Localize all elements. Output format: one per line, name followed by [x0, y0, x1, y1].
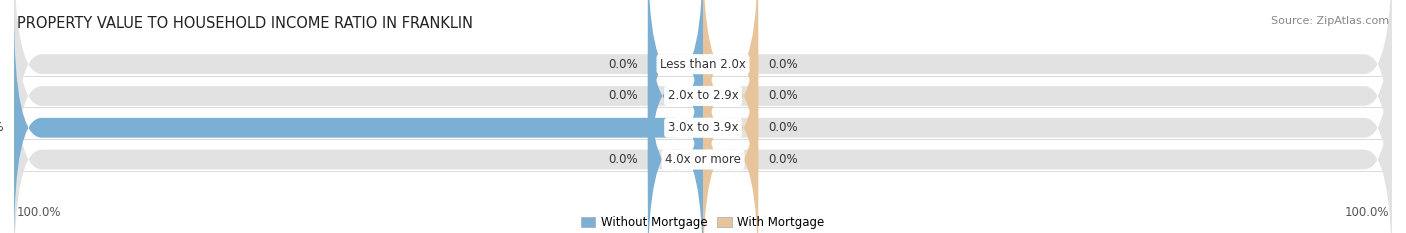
FancyBboxPatch shape: [14, 0, 1392, 213]
FancyBboxPatch shape: [14, 42, 1392, 233]
Text: 2.0x to 2.9x: 2.0x to 2.9x: [668, 89, 738, 103]
Text: 100.0%: 100.0%: [0, 121, 4, 134]
Text: 100.0%: 100.0%: [1344, 206, 1389, 219]
FancyBboxPatch shape: [14, 0, 1392, 182]
FancyBboxPatch shape: [14, 10, 1392, 233]
Text: 0.0%: 0.0%: [607, 89, 637, 103]
FancyBboxPatch shape: [648, 0, 703, 182]
Text: 3.0x to 3.9x: 3.0x to 3.9x: [668, 121, 738, 134]
Text: 100.0%: 100.0%: [17, 206, 62, 219]
Text: 0.0%: 0.0%: [769, 89, 799, 103]
Text: 0.0%: 0.0%: [769, 121, 799, 134]
Text: PROPERTY VALUE TO HOUSEHOLD INCOME RATIO IN FRANKLIN: PROPERTY VALUE TO HOUSEHOLD INCOME RATIO…: [17, 16, 472, 31]
Text: 4.0x or more: 4.0x or more: [665, 153, 741, 166]
Text: 0.0%: 0.0%: [769, 153, 799, 166]
FancyBboxPatch shape: [703, 0, 758, 182]
FancyBboxPatch shape: [703, 10, 758, 233]
Text: Source: ZipAtlas.com: Source: ZipAtlas.com: [1271, 16, 1389, 26]
FancyBboxPatch shape: [703, 0, 758, 213]
Text: 0.0%: 0.0%: [769, 58, 799, 71]
Text: 0.0%: 0.0%: [607, 153, 637, 166]
Text: Less than 2.0x: Less than 2.0x: [659, 58, 747, 71]
Text: 0.0%: 0.0%: [607, 58, 637, 71]
FancyBboxPatch shape: [648, 42, 703, 233]
FancyBboxPatch shape: [648, 0, 703, 213]
Legend: Without Mortgage, With Mortgage: Without Mortgage, With Mortgage: [581, 216, 825, 229]
FancyBboxPatch shape: [14, 10, 703, 233]
FancyBboxPatch shape: [703, 42, 758, 233]
